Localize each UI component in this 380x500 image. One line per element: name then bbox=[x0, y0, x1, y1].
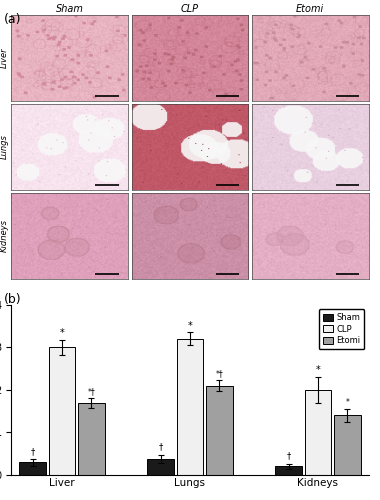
Bar bbox=[334, 416, 361, 475]
Bar bbox=[305, 390, 331, 475]
Text: †: † bbox=[287, 452, 291, 460]
Bar bbox=[19, 462, 46, 475]
Bar bbox=[78, 402, 105, 475]
Text: *†: *† bbox=[87, 387, 95, 396]
Bar bbox=[49, 348, 75, 475]
Text: *: * bbox=[60, 328, 65, 338]
Text: †: † bbox=[31, 447, 35, 456]
Text: (a): (a) bbox=[4, 12, 21, 26]
Text: *: * bbox=[188, 321, 192, 331]
Legend: Sham, CLP, Etomi: Sham, CLP, Etomi bbox=[319, 309, 364, 350]
Y-axis label: Lungs: Lungs bbox=[0, 134, 9, 160]
Title: CLP: CLP bbox=[181, 4, 199, 14]
Bar bbox=[206, 386, 233, 475]
Title: Sham: Sham bbox=[56, 4, 84, 14]
Y-axis label: Kidneys: Kidneys bbox=[0, 219, 9, 252]
Title: Etomi: Etomi bbox=[296, 4, 325, 14]
Text: *: * bbox=[315, 366, 320, 376]
Text: *†: *† bbox=[215, 370, 223, 378]
Y-axis label: Liver: Liver bbox=[0, 48, 9, 68]
Bar bbox=[177, 339, 203, 475]
Text: †: † bbox=[158, 442, 163, 452]
Text: *: * bbox=[345, 398, 349, 407]
Text: (b): (b) bbox=[4, 292, 21, 306]
Bar bbox=[147, 459, 174, 475]
Bar bbox=[275, 466, 302, 475]
